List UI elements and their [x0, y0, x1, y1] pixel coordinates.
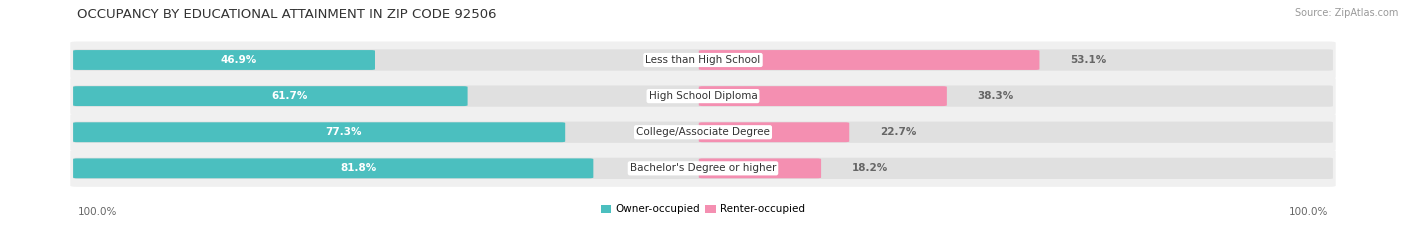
FancyBboxPatch shape — [73, 86, 1333, 107]
FancyBboxPatch shape — [70, 114, 1336, 151]
Text: 81.8%: 81.8% — [340, 163, 377, 173]
FancyBboxPatch shape — [699, 158, 821, 178]
Text: Source: ZipAtlas.com: Source: ZipAtlas.com — [1295, 8, 1398, 18]
FancyBboxPatch shape — [699, 122, 849, 142]
Text: 100.0%: 100.0% — [1289, 207, 1329, 217]
FancyBboxPatch shape — [73, 49, 1333, 71]
Text: OCCUPANCY BY EDUCATIONAL ATTAINMENT IN ZIP CODE 92506: OCCUPANCY BY EDUCATIONAL ATTAINMENT IN Z… — [77, 8, 496, 21]
Text: 18.2%: 18.2% — [852, 163, 889, 173]
FancyBboxPatch shape — [699, 86, 946, 106]
Text: Less than High School: Less than High School — [645, 55, 761, 65]
Text: College/Associate Degree: College/Associate Degree — [636, 127, 770, 137]
FancyBboxPatch shape — [73, 158, 1333, 179]
FancyBboxPatch shape — [73, 50, 375, 70]
Text: 77.3%: 77.3% — [325, 127, 361, 137]
Text: 61.7%: 61.7% — [271, 91, 308, 101]
FancyBboxPatch shape — [70, 150, 1336, 187]
Text: 38.3%: 38.3% — [977, 91, 1014, 101]
FancyBboxPatch shape — [73, 122, 1333, 143]
Text: 100.0%: 100.0% — [77, 207, 117, 217]
Text: 53.1%: 53.1% — [1070, 55, 1107, 65]
Text: 46.9%: 46.9% — [221, 55, 257, 65]
FancyBboxPatch shape — [73, 86, 468, 106]
Legend: Owner-occupied, Renter-occupied: Owner-occupied, Renter-occupied — [596, 200, 810, 219]
FancyBboxPatch shape — [73, 158, 593, 178]
Text: Bachelor's Degree or higher: Bachelor's Degree or higher — [630, 163, 776, 173]
Text: High School Diploma: High School Diploma — [648, 91, 758, 101]
FancyBboxPatch shape — [70, 41, 1336, 79]
FancyBboxPatch shape — [699, 50, 1039, 70]
FancyBboxPatch shape — [70, 78, 1336, 115]
FancyBboxPatch shape — [73, 122, 565, 142]
Text: 22.7%: 22.7% — [880, 127, 917, 137]
